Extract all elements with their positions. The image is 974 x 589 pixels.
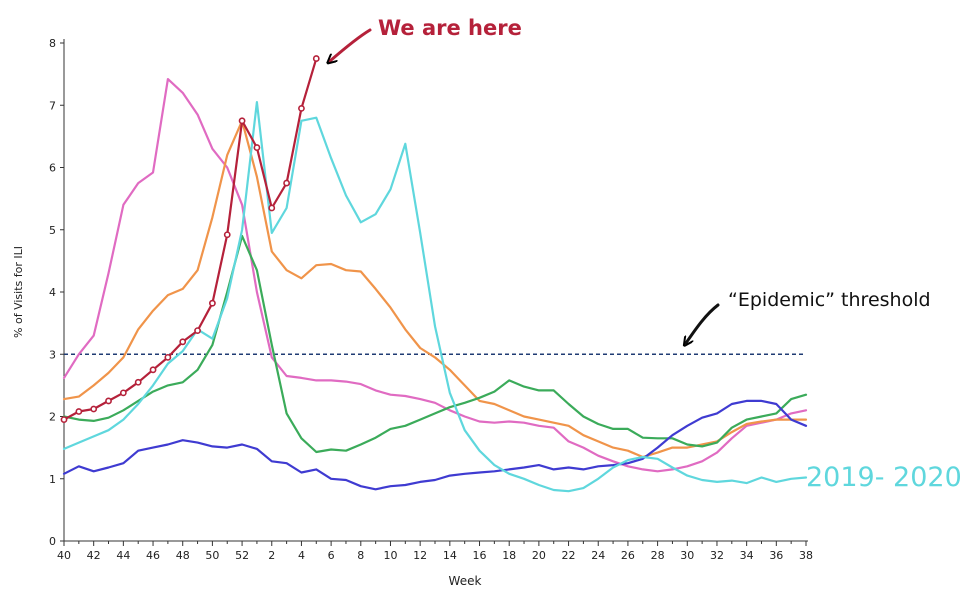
- x-tick-label: 16: [473, 549, 487, 562]
- x-ticks: 40 42 44 46 48 50 52 2 4 6 8 10 12 14 16 18 20 22 24 26 28 30…: [57, 541, 813, 562]
- y-ticks: 0 1 2 3 4 5 6 7 8: [49, 37, 64, 548]
- threshold-label: “Epidemic” threshold: [728, 289, 931, 311]
- series-line-4: [62, 100, 808, 493]
- series-point: [253, 144, 261, 151]
- series-point: [164, 353, 172, 361]
- threshold-arrow-icon: [686, 303, 720, 343]
- series-point: [90, 405, 98, 413]
- y-tick-label: 4: [49, 286, 56, 299]
- series-point: [105, 397, 112, 405]
- x-tick-label: 14: [443, 549, 457, 562]
- series-point: [60, 416, 68, 424]
- x-tick-label: 28: [651, 549, 665, 562]
- series-line-1: [62, 119, 808, 459]
- series-point: [238, 117, 246, 125]
- y-tick-label: 7: [49, 99, 56, 112]
- season-2019-2020-label: 2019- 2020: [806, 462, 962, 493]
- series-layer: [60, 55, 808, 493]
- we-are-here-callout: We are here: [378, 16, 522, 40]
- x-tick-label: 44: [116, 549, 130, 562]
- x-tick-label: 24: [591, 549, 605, 562]
- x-tick-label: 12: [413, 549, 427, 562]
- series-point: [268, 204, 276, 212]
- x-tick-label: 4: [298, 549, 305, 562]
- y-tick-label: 5: [49, 224, 56, 237]
- x-tick-label: 2: [268, 549, 275, 562]
- x-tick-label: 46: [146, 549, 160, 562]
- x-tick-label: 26: [621, 549, 635, 562]
- series-line-3: [62, 399, 808, 491]
- series-point: [283, 179, 290, 187]
- series-point: [298, 104, 305, 112]
- x-tick-label: 36: [769, 549, 783, 562]
- x-tick-label: 10: [383, 549, 397, 562]
- series-line-0: [62, 77, 808, 473]
- x-tick-label: 22: [562, 549, 576, 562]
- series-point: [312, 55, 320, 62]
- x-tick-label: 38: [799, 549, 813, 562]
- series-point: [134, 378, 142, 386]
- x-tick-label: 52: [235, 549, 249, 562]
- series-point: [75, 408, 83, 415]
- x-tick-label: 30: [680, 549, 694, 562]
- series-line-2: [62, 234, 808, 454]
- x-tick-label: 20: [532, 549, 546, 562]
- x-tick-label: 6: [328, 549, 335, 562]
- series-point: [223, 231, 231, 239]
- x-tick-label: 42: [87, 549, 101, 562]
- x-axis-title: Week: [449, 574, 482, 588]
- series-point: [179, 338, 187, 346]
- y-tick-label: 0: [49, 535, 56, 548]
- x-tick-label: 32: [710, 549, 724, 562]
- y-tick-label: 1: [49, 473, 56, 486]
- series-point: [208, 299, 216, 307]
- y-tick-label: 3: [49, 348, 56, 361]
- series-point: [194, 327, 201, 334]
- x-tick-label: 34: [740, 549, 754, 562]
- callout-arrow-icon: [330, 28, 372, 61]
- y-axis-title: % of Visits for ILI: [12, 246, 25, 338]
- x-tick-label: 50: [205, 549, 219, 562]
- series-point: [149, 366, 157, 374]
- x-tick-label: 8: [357, 549, 364, 562]
- series-point: [119, 389, 127, 397]
- x-tick-label: 40: [57, 549, 71, 562]
- y-tick-label: 6: [49, 162, 56, 175]
- x-tick-label: 18: [502, 549, 516, 562]
- x-tick-label: 48: [176, 549, 190, 562]
- y-tick-label: 2: [49, 411, 56, 424]
- y-tick-label: 8: [49, 37, 56, 50]
